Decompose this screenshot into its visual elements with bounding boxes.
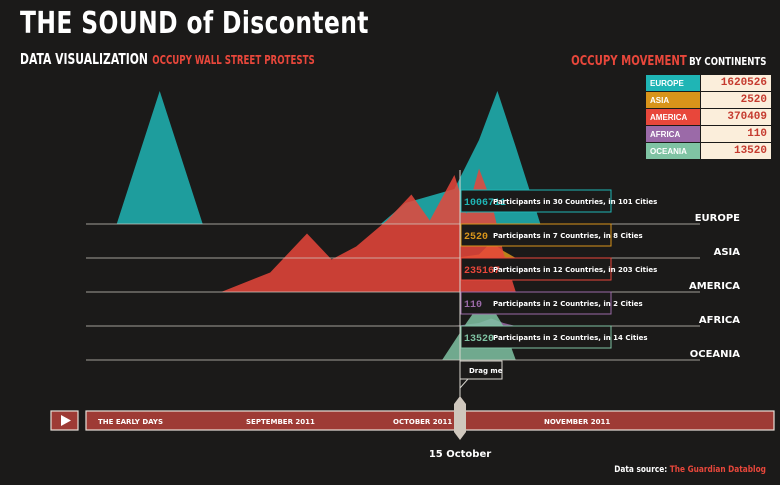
play-button[interactable] <box>50 410 79 431</box>
slider-handle-icon <box>454 396 466 440</box>
legend-title: OCCUPY MOVEMENT BY CONTINENTS <box>571 50 766 69</box>
tooltip-info: Participants in 2 Countries, in 2 Cities <box>493 300 643 308</box>
timeline-label: THE EARLY DAYS <box>98 418 163 426</box>
page-subtitle: DATA VISUALIZATION OCCUPY WALL STREET PRO… <box>20 49 315 68</box>
legend-value: 13520 <box>700 142 772 160</box>
subtitle-main: DATA VISUALIZATION <box>20 50 148 68</box>
tooltip-info: Participants in 12 Countries, in 203 Cit… <box>493 266 657 274</box>
tooltip-count: 13520 <box>464 334 494 345</box>
timeline-bar[interactable] <box>85 410 775 431</box>
legend-name: EUROPE <box>645 74 701 92</box>
timeline-handle[interactable] <box>454 396 466 440</box>
continent-label-africa: AFRICA <box>699 315 740 326</box>
tooltip-box <box>460 291 612 315</box>
tooltip-box <box>460 223 612 247</box>
tooltip-info: Participants in 7 Countries, in 8 Cities <box>493 232 643 240</box>
legend-name: OCEANIA <box>645 142 701 160</box>
tooltip-box <box>460 189 612 213</box>
series-area-america <box>86 168 700 292</box>
drag-me-tooltip[interactable]: Drag me <box>459 360 503 390</box>
data-source-link[interactable]: The Guardian Datablog <box>669 465 766 475</box>
tooltip-count: 2520 <box>464 232 488 243</box>
legend-title-sub: BY CONTINENTS <box>688 55 766 68</box>
tooltip-count: 235167 <box>464 266 500 277</box>
continent-label-asia: ASIA <box>714 247 741 258</box>
continent-label-america: AMERICA <box>689 281 740 292</box>
tooltip-box <box>460 325 612 349</box>
data-source: Data source: The Guardian Datablog <box>614 465 766 475</box>
series-area-africa <box>86 318 700 326</box>
tooltip-info: Participants in 2 Countries, in 14 Citie… <box>493 334 648 342</box>
legend-name: AMERICA <box>645 108 701 126</box>
legend-value: 110 <box>700 125 772 143</box>
page-title: THE SOUND of Discontent <box>20 6 369 41</box>
legend-row-europe: EUROPE 1620526 <box>645 74 772 92</box>
legend-value: 2520 <box>700 91 772 109</box>
legend-value: 370409 <box>700 108 772 126</box>
legend-value: 1620526 <box>700 74 772 92</box>
tooltip-box <box>460 257 612 281</box>
legend-name: ASIA <box>645 91 701 109</box>
play-icon <box>61 415 71 426</box>
tooltip-info: Participants in 30 Countries, in 101 Cit… <box>493 198 657 206</box>
legend-row-america: AMERICA 370409 <box>645 108 772 126</box>
tooltip-africa: 110 Participants in 2 Countries, in 2 Cit… <box>460 291 643 315</box>
data-source-label: Data source: <box>614 465 668 475</box>
drag-me-label: Drag me <box>469 367 503 375</box>
legend-row-asia: ASIA 2520 <box>645 91 772 109</box>
legend-row-africa: AFRICA 110 <box>645 125 772 143</box>
timeline-label: SEPTEMBER 2011 <box>246 418 315 426</box>
continent-label-europe: EUROPE <box>695 213 740 224</box>
legend-name: AFRICA <box>645 125 701 143</box>
legend-row-oceania: OCEANIA 13520 <box>645 142 772 160</box>
tooltip-asia: 2520 Participants in 7 Countries, in 8 Ci… <box>460 223 643 247</box>
legend-table: EUROPE 1620526 ASIA 2520 AMERICA 370409 AFRICA… <box>645 74 772 160</box>
legend-title-main: OCCUPY MOVEMENT <box>570 54 687 69</box>
timeline-label: NOVEMBER 2011 <box>544 418 610 426</box>
continent-label-oceania: OCEANIA <box>690 349 741 360</box>
timeline-label: OCTOBER 2011 <box>393 418 452 426</box>
tooltip-count: 1006711 <box>464 198 506 209</box>
current-date-label: 15 October <box>429 449 491 460</box>
tooltip-count: 110 <box>464 300 482 311</box>
subtitle-accent: OCCUPY WALL STREET PROTESTS <box>152 53 315 67</box>
series-area-europe <box>86 91 700 224</box>
